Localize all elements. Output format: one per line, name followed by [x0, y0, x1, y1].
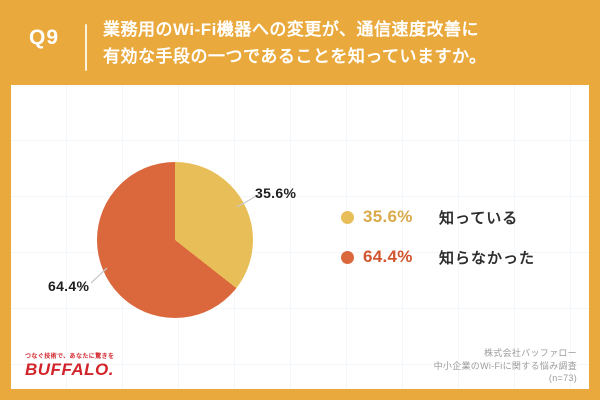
legend-row-shitteiru: 35.6% 知っている — [341, 207, 535, 227]
header-divider — [85, 24, 87, 71]
buffalo-logo: つなぐ技術で、あなたに驚きを BUFFALO. — [25, 354, 114, 378]
credit-sample-size: (n=73) — [548, 373, 577, 383]
legend-percent-shitteiru: 35.6% — [363, 207, 413, 226]
legend-label-shitteiru: 知っている — [439, 209, 519, 227]
pie-label-shiranakatta: 64.4% — [48, 278, 90, 294]
pie-chart — [97, 162, 253, 318]
buffalo-logo-text: BUFFALO. — [25, 360, 114, 379]
question-number: Q9 — [28, 26, 59, 49]
question-title-line2: 有効な手段の一つであることを知っていますか。 — [103, 47, 487, 66]
legend-percent-shiranakatta: 64.4% — [363, 247, 413, 266]
legend-row-shiranakatta: 64.4% 知らなかった — [341, 247, 535, 267]
chart-card: 35.6% 64.4% 35.6% 知っている 64.4% 知らなかった — [11, 85, 589, 389]
credit-survey-name: 中小企業のWi-Fiに関する悩み調査 — [433, 360, 577, 371]
legend: 35.6% 知っている 64.4% 知らなかった — [341, 207, 535, 267]
legend-swatch-yellow-icon — [341, 210, 354, 224]
legend-label-shiranakatta: 知らなかった — [439, 249, 536, 267]
question-title-line1: 業務用のWi-Fi機器への変更が、通信速度改善に — [103, 20, 480, 39]
credit-company: 株式会社バッファロー — [483, 348, 577, 358]
pie-label-shitteiru: 35.6% — [255, 185, 297, 201]
legend-swatch-orange-icon — [341, 250, 354, 264]
survey-credit: 株式会社バッファロー 中小企業のWi-Fiに関する悩み調査 (n=73) — [434, 347, 577, 385]
question-title: 業務用のWi-Fi機器への変更が、通信速度改善に 有効な手段の一つであることを知… — [103, 16, 487, 70]
buffalo-tagline: つなぐ技術で、あなたに驚きを — [25, 354, 115, 360]
